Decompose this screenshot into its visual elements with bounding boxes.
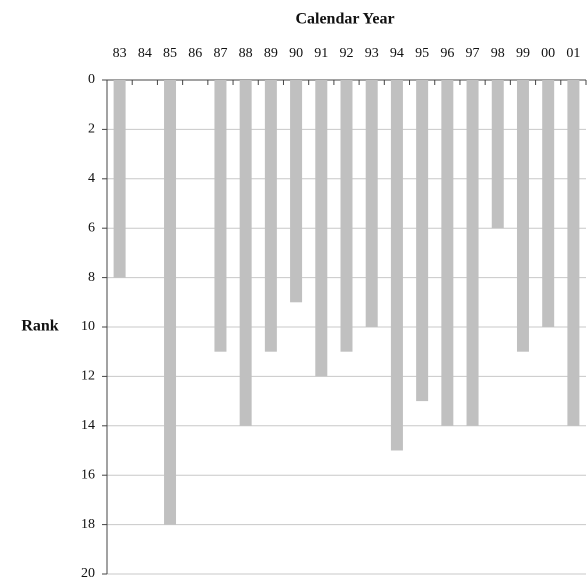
bar bbox=[315, 80, 328, 377]
y-tick-label: 10 bbox=[81, 319, 95, 334]
x-tick-label: 00 bbox=[541, 46, 555, 61]
x-tick-label: 83 bbox=[113, 46, 127, 61]
y-tick-label: 6 bbox=[88, 220, 95, 235]
y-tick-label: 20 bbox=[81, 566, 95, 581]
y-tick-label: 18 bbox=[81, 517, 95, 532]
bar bbox=[340, 80, 353, 352]
x-tick-label: 94 bbox=[390, 46, 404, 61]
y-tick-label: 0 bbox=[88, 72, 95, 87]
x-tick-label: 88 bbox=[239, 46, 253, 61]
x-tick-label: 99 bbox=[516, 46, 530, 61]
y-tick-label: 14 bbox=[81, 418, 95, 433]
y-tick-label: 8 bbox=[88, 270, 95, 285]
x-tick-label: 91 bbox=[314, 46, 328, 61]
y-tick-label: 4 bbox=[88, 171, 95, 186]
x-tick-label: 85 bbox=[163, 46, 177, 61]
bar bbox=[113, 80, 126, 278]
bar bbox=[416, 80, 429, 402]
bar bbox=[239, 80, 252, 426]
y-tick-label: 16 bbox=[81, 467, 95, 482]
bar bbox=[290, 80, 303, 303]
bar bbox=[542, 80, 555, 327]
bar bbox=[491, 80, 504, 229]
x-tick-label: 92 bbox=[340, 46, 354, 61]
bar bbox=[264, 80, 277, 352]
y-tick-label: 12 bbox=[81, 369, 95, 384]
x-tick-label: 96 bbox=[440, 46, 454, 61]
bar bbox=[516, 80, 529, 352]
bar bbox=[390, 80, 403, 451]
x-tick-label: 95 bbox=[415, 46, 429, 61]
x-tick-label: 89 bbox=[264, 46, 278, 61]
bar bbox=[441, 80, 454, 426]
x-tick-label: 01 bbox=[566, 46, 580, 61]
x-tick-label: 98 bbox=[491, 46, 505, 61]
x-tick-label: 86 bbox=[188, 46, 202, 61]
bar bbox=[567, 80, 580, 426]
x-tick-label: 87 bbox=[213, 46, 227, 61]
bar bbox=[214, 80, 227, 352]
x-tick-label: 97 bbox=[466, 46, 480, 61]
bar bbox=[466, 80, 479, 426]
y-axis-label: Rank bbox=[21, 318, 58, 335]
bar bbox=[365, 80, 378, 327]
y-tick-label: 2 bbox=[88, 122, 95, 137]
x-tick-label: 90 bbox=[289, 46, 303, 61]
chart-title: Calendar Year bbox=[295, 11, 394, 28]
x-tick-label: 93 bbox=[365, 46, 379, 61]
x-tick-label: 84 bbox=[138, 46, 152, 61]
bar bbox=[164, 80, 177, 525]
